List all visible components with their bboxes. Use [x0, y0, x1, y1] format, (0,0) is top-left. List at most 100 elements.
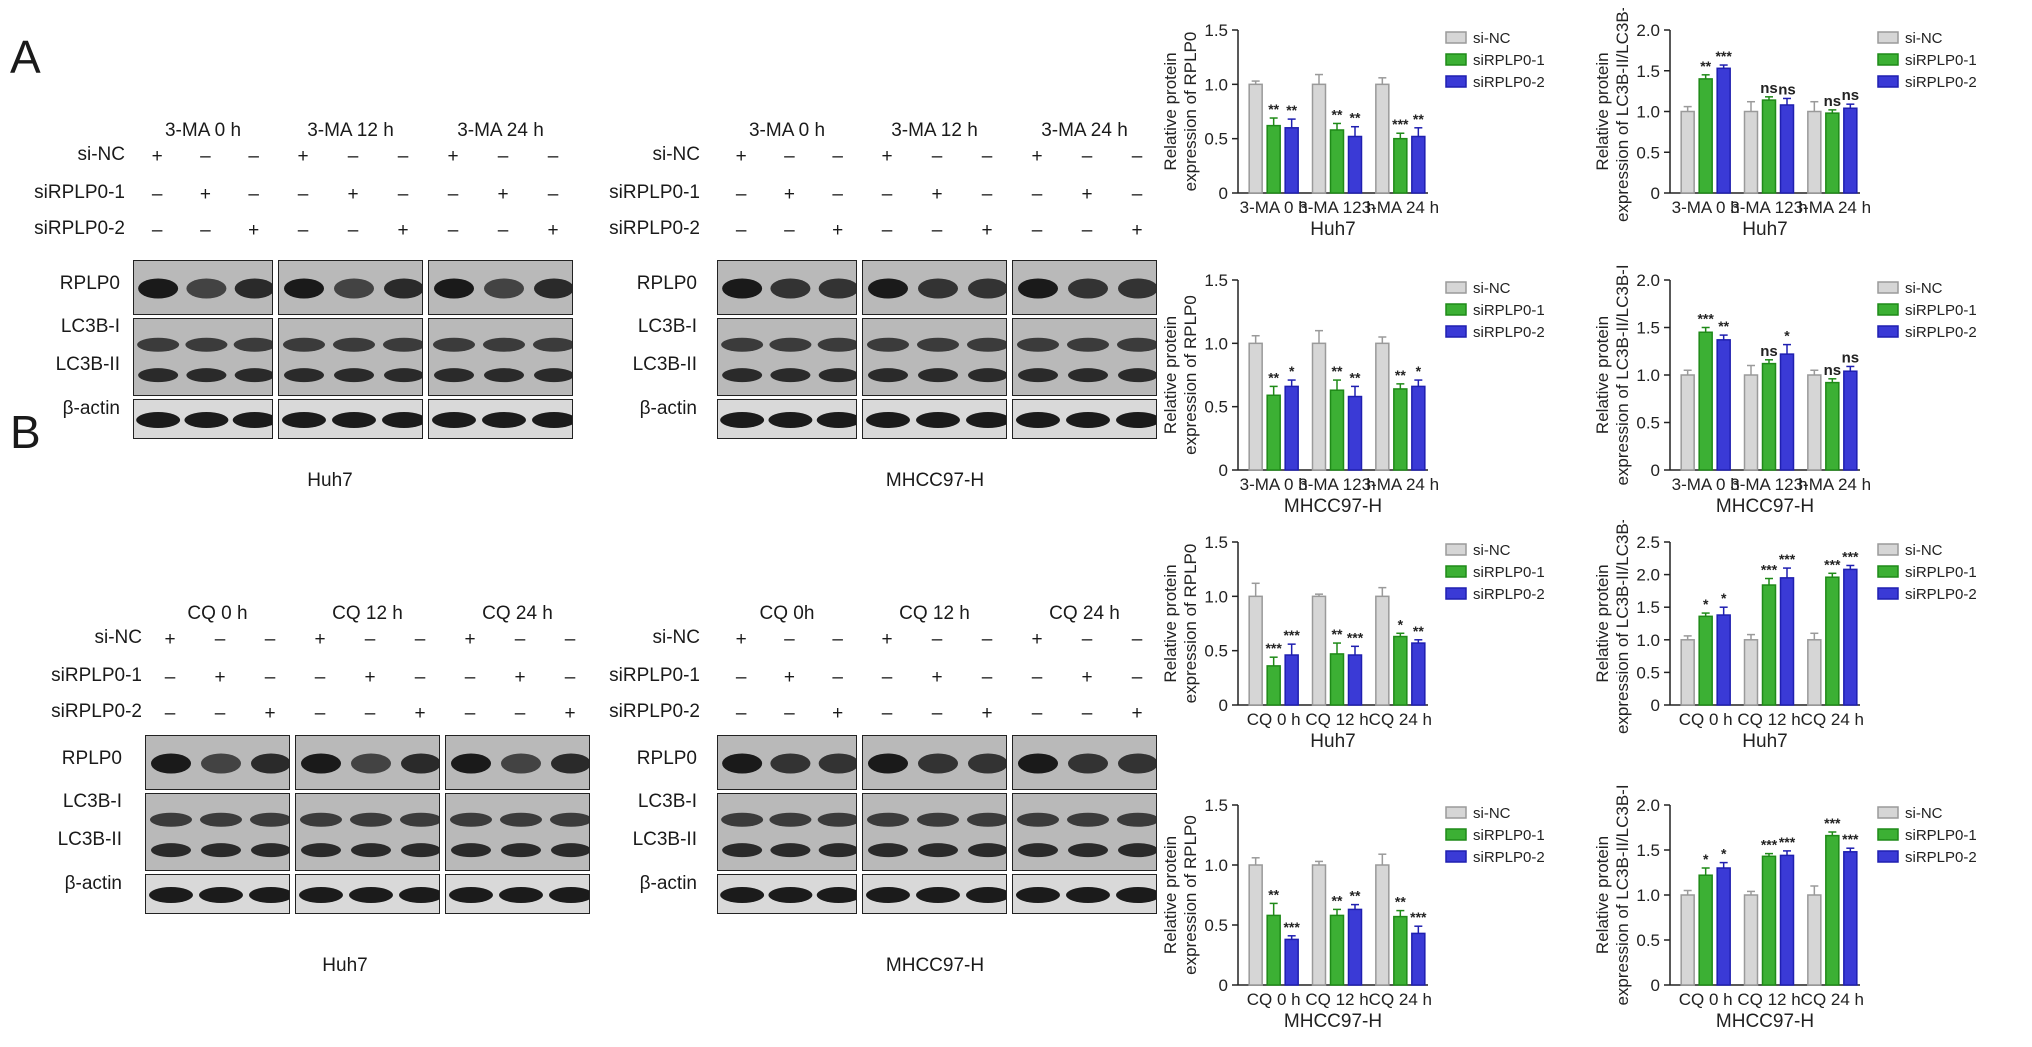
treatment-sign-b-huh7: – — [564, 667, 576, 688]
bar-siRPLP0-2-2 — [1843, 568, 1858, 706]
blot-panel-b-huh7-rplp0-2 — [445, 735, 590, 790]
blot-label-a-mhcc-3: β-actin — [639, 398, 697, 419]
treatment-sign-b-huh7: – — [514, 629, 526, 650]
treatment-sign-a-huh7: + — [297, 146, 309, 167]
y-axis-label-line: expression of RPLP0 — [1181, 815, 1200, 975]
bar-siRPLP0-2-1 — [1779, 353, 1795, 471]
treatment-sign-a-huh7: – — [151, 220, 163, 241]
condition-label-b-huh7-2: CQ 24 h — [482, 603, 553, 624]
bar-siRPLP0-1-2 — [1393, 635, 1408, 706]
legend-swatch-si-NC — [1445, 543, 1467, 556]
condition-label-a-mhcc-2: 3-MA 24 h — [1041, 120, 1128, 141]
blot-panel-b-huh7-rplp0-1 — [295, 735, 440, 790]
significance-label: ** — [1332, 626, 1343, 642]
significance-label: *** — [1347, 629, 1364, 645]
legend-swatch-siRPLP0-1 — [1445, 565, 1467, 578]
legend-label-siRPLP0-2: siRPLP0-2 — [1473, 586, 1545, 603]
treatment-sign-b-mhcc: + — [783, 667, 795, 688]
blot-label-a-huh7-1: LC3B-I — [60, 316, 120, 337]
treatment-sign-a-mhcc: + — [735, 146, 747, 167]
treatment-sign-b-huh7: – — [214, 629, 226, 650]
treatment-sign-b-mhcc: – — [931, 703, 943, 724]
treatment-row-label-b-huh7-1: siRPLP0-1 — [51, 665, 142, 686]
significance-label: ** — [1332, 363, 1343, 379]
condition-label-a-huh7-2: 3-MA 24 h — [457, 120, 544, 141]
treatment-sign-a-huh7: + — [151, 146, 163, 167]
significance-label: * — [1289, 363, 1295, 379]
bar-siRPLP0-2-0 — [1284, 938, 1299, 986]
y-tick-label: 0.5 — [1204, 398, 1228, 417]
treatment-sign-b-mhcc: + — [832, 703, 844, 724]
treatment-sign-b-huh7: – — [264, 667, 276, 688]
blot-panel-b-mhcc-rplp0-1 — [862, 735, 1007, 790]
treatment-sign-b-mhcc: + — [735, 629, 747, 650]
legend-swatch-si-NC — [1877, 543, 1899, 556]
blot-label-a-huh7-0: RPLP0 — [59, 273, 120, 294]
significance-label: ** — [1413, 623, 1424, 639]
bar-siRPLP0-2-2 — [1411, 642, 1426, 706]
treatment-sign-a-mhcc: – — [931, 146, 943, 167]
treatment-row-label-a-mhcc-1: siRPLP0-1 — [609, 182, 700, 203]
treatment-sign-a-huh7: + — [447, 146, 459, 167]
legend-label-siRPLP0-1: siRPLP0-1 — [1905, 564, 1977, 581]
bar-siRPLP0-2-0 — [1284, 385, 1299, 471]
condition-label-a-huh7-0: 3-MA 0 h — [164, 120, 242, 141]
x-tick-label: CQ 12 h — [1737, 990, 1800, 1009]
treatment-sign-a-huh7: + — [497, 184, 509, 205]
x-axis-label: Huh7 — [1742, 731, 1787, 752]
panel-label-a: A — [10, 31, 41, 83]
y-axis-label-line: expression of RPLP0 — [1181, 544, 1200, 704]
treatment-sign-a-huh7: – — [297, 184, 309, 205]
treatment-sign-a-mhcc: – — [832, 184, 843, 205]
cell-line-caption-a-mhcc: MHCC97-H — [885, 470, 985, 491]
significance-label: * — [1398, 616, 1404, 632]
significance-label: ns — [1842, 87, 1860, 104]
y-axis-label-line: Relative protein — [1593, 836, 1612, 954]
x-tick-label: CQ 24 h — [1801, 990, 1864, 1009]
significance-label: ns — [1842, 349, 1860, 366]
bar-siRPLP0-2-2 — [1843, 851, 1858, 986]
legend-swatch-siRPLP0-1 — [1877, 565, 1899, 578]
x-tick-label: 3-MA 12 h — [1298, 198, 1376, 217]
x-axis-label: MHCC97-H — [1716, 496, 1814, 517]
significance-label: ** — [1350, 369, 1361, 385]
bar-si-NC-1 — [1743, 110, 1759, 194]
blot-label-b-mhcc-1: LC3B-I — [637, 791, 697, 812]
significance-label: ** — [1395, 367, 1406, 383]
significance-label: *** — [1392, 116, 1409, 132]
bar-si-NC-2 — [1807, 374, 1822, 471]
bar-siRPLP0-2-0 — [1716, 867, 1731, 986]
treatment-sign-a-huh7: – — [447, 220, 459, 241]
treatment-row-label-a-huh7-1: siRPLP0-1 — [34, 182, 125, 203]
x-axis-label: Huh7 — [1310, 219, 1355, 240]
treatment-sign-a-huh7: – — [547, 184, 559, 205]
cell-line-caption-b-huh7: Huh7 — [322, 955, 368, 976]
legend-label-si-NC: si-NC — [1905, 30, 1943, 47]
treatment-sign-a-mhcc: – — [1081, 220, 1093, 241]
y-axis-label-line: Relative protein — [1593, 564, 1612, 682]
blot-panel-a-huh7-actin-1 — [278, 399, 423, 439]
significance-label: ** — [1700, 58, 1711, 74]
legend-label-si-NC: si-NC — [1473, 30, 1511, 47]
legend-swatch-siRPLP0-1 — [1877, 53, 1899, 66]
legend-swatch-siRPLP0-2 — [1877, 850, 1899, 863]
legend-label-siRPLP0-1: siRPLP0-1 — [1473, 52, 1545, 69]
y-tick-label: 0.5 — [1204, 916, 1228, 935]
blot-panel-a-mhcc-actin-0 — [717, 399, 857, 439]
y-tick-label: 0.5 — [1636, 663, 1660, 682]
bar-si-NC-1 — [1311, 342, 1327, 471]
legend-swatch-siRPLP0-2 — [1445, 75, 1467, 88]
treatment-sign-b-huh7: – — [314, 703, 326, 724]
y-axis-label: Relative protein expression of RPLP0 — [1161, 544, 1200, 704]
treatment-sign-b-mhcc: – — [881, 667, 893, 688]
blot-panel-a-huh7-rplp0-2 — [428, 260, 573, 315]
treatment-sign-a-huh7: + — [248, 220, 260, 241]
y-tick-label: 1.5 — [1204, 796, 1228, 815]
treatment-sign-b-mhcc: – — [784, 703, 795, 724]
blot-panel-b-huh7-actin-1 — [295, 874, 440, 914]
y-axis-label: Relative protein expression of LC3B-II/LC… — [1593, 520, 1632, 734]
treatment-sign-b-huh7: – — [164, 667, 176, 688]
blot-label-a-mhcc-0: RPLP0 — [636, 273, 697, 294]
significance-label: *** — [1697, 311, 1714, 327]
